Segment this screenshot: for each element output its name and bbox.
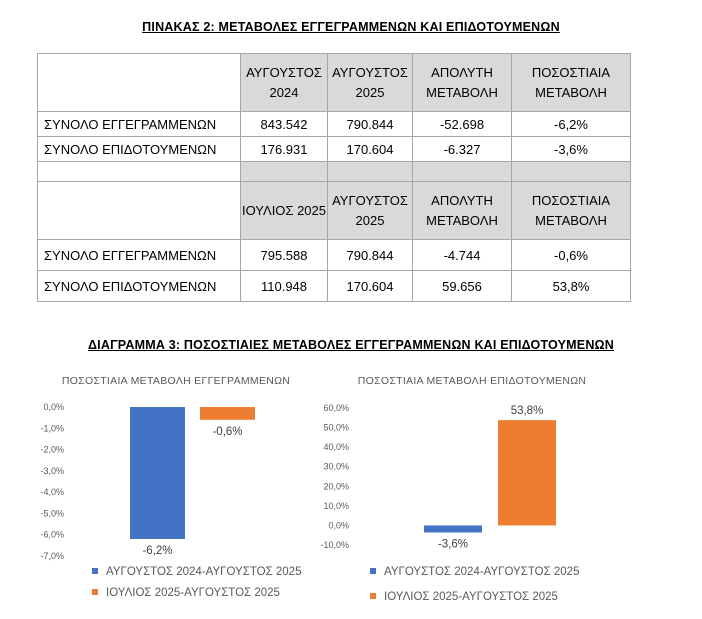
legend-label: ΑΥΓΟΥΣΤΟΣ 2024-ΑΥΓΟΥΣΤΟΣ 2025 — [106, 566, 301, 578]
table2-header-row: ΙΟΥΛΙΟΣ 2025 ΑΥΓΟΥΣΤΟΣ 2025 ΑΠΟΛΥΤΗ ΜΕΤΑ… — [37, 181, 631, 240]
y-tick-label: -6,0% — [40, 530, 64, 540]
separator-cell — [511, 161, 631, 182]
table-cell: 53,8% — [511, 270, 631, 302]
diagram-title: ΔΙΑΓΡΑΜΜΑ 3: ΠΟΣΟΣΤΙΑΙΕΣ ΜΕΤΑΒΟΛΕΣ ΕΓΓΕΓ… — [87, 338, 614, 352]
data-label: -6,2% — [142, 545, 172, 557]
y-tick-label: -3,0% — [40, 466, 64, 476]
data-label: -3,6% — [438, 538, 468, 550]
y-tick-label: 0,0% — [328, 520, 349, 530]
y-tick-label: 20,0% — [323, 481, 349, 491]
legend-marker — [92, 568, 98, 574]
table2-header-cell: ΠΟΣΟΣΤΙΑΙΑ ΜΕΤΑΒΟΛΗ — [511, 181, 631, 240]
table-cell: -6,2% — [511, 111, 631, 137]
y-tick-label: 0,0% — [43, 402, 64, 412]
separator-row — [37, 161, 631, 182]
table-cell: 59.656 — [412, 270, 512, 302]
table-row: ΣΥΝΟΛΟ ΕΠΙΔΟΤΟΥΜΕΝΩΝ 110.948 170.604 59.… — [37, 270, 631, 302]
table-row: ΣΥΝΟΛΟ ΕΓΓΕΓΡΑΜΜΕΝΩΝ 843.542 790.844 -52… — [37, 111, 631, 137]
y-tick-label: 50,0% — [323, 423, 349, 433]
table-cell: 110.948 — [240, 270, 328, 302]
data-label: -0,6% — [212, 426, 242, 438]
bar-orange — [498, 420, 556, 526]
chart-title: ΠΟΣΟΣΤΙΑΙΑ ΜΕΤΑΒΟΛΗ ΕΠΙΔΟΤΟΥΜΕΝΩΝ — [358, 375, 587, 387]
table-cell: 790.844 — [327, 111, 413, 137]
table2-header-blank — [37, 181, 241, 240]
separator-cell — [412, 161, 512, 182]
separator-cell — [327, 161, 413, 182]
y-tick-label: 30,0% — [323, 462, 349, 472]
y-tick-label: -5,0% — [40, 508, 64, 518]
data-label: 53,8% — [511, 405, 544, 417]
row-label: ΣΥΝΟΛΟ ΕΠΙΔΟΤΟΥΜΕΝΩΝ — [37, 270, 241, 302]
y-tick-label: -2,0% — [40, 445, 64, 455]
table-cell: 176.931 — [240, 136, 328, 162]
table-cell: -0,6% — [511, 239, 631, 271]
y-tick-label: 10,0% — [323, 501, 349, 511]
table-cell: 170.604 — [327, 136, 413, 162]
bar-orange — [200, 407, 255, 420]
y-tick-label: 60,0% — [323, 403, 349, 413]
table-cell: 790.844 — [327, 239, 413, 271]
table-row: ΣΥΝΟΛΟ ΕΠΙΔΟΤΟΥΜΕΝΩΝ 176.931 170.604 -6.… — [37, 136, 631, 162]
table-row: ΣΥΝΟΛΟ ΕΓΓΕΓΡΑΜΜΕΝΩΝ 795.588 790.844 -4.… — [37, 239, 631, 271]
table2-header-cell: ΑΠΟΛΥΤΗ ΜΕΤΑΒΟΛΗ — [412, 181, 512, 240]
table-cell: 843.542 — [240, 111, 328, 137]
table2-header-cell: ΑΥΓΟΥΣΤΟΣ 2025 — [327, 181, 413, 240]
bar-blue — [424, 525, 482, 533]
y-tick-label: 40,0% — [323, 442, 349, 452]
legend-marker — [92, 589, 98, 595]
bar-blue — [130, 407, 185, 539]
y-tick-label: -4,0% — [40, 487, 64, 497]
table2-header-cell: ΙΟΥΛΙΟΣ 2025 — [240, 181, 328, 240]
y-tick-label: -10,0% — [320, 540, 349, 550]
legend-label: ΑΥΓΟΥΣΤΟΣ 2024-ΑΥΓΟΥΣΤΟΣ 2025 — [384, 566, 579, 578]
stats-table: ΑΥΓΟΥΣΤΟΣ 2024 ΑΥΓΟΥΣΤΟΣ 2025 ΑΠΟΛΥΤΗ ΜΕ… — [37, 53, 631, 302]
row-label: ΣΥΝΟΛΟ ΕΓΓΕΓΡΑΜΜΕΝΩΝ — [37, 239, 241, 271]
legend-marker — [370, 593, 376, 599]
legend-label: ΙΟΥΛΙΟΣ 2025-ΑΥΓΟΥΣΤΟΣ 2025 — [106, 587, 280, 599]
legend-label: ΙΟΥΛΙΟΣ 2025-ΑΥΓΟΥΣΤΟΣ 2025 — [384, 591, 558, 603]
table-cell: 170.604 — [327, 270, 413, 302]
table1-header-cell: ΑΠΟΛΥΤΗ ΜΕΤΑΒΟΛΗ — [412, 53, 512, 112]
row-label: ΣΥΝΟΛΟ ΕΠΙΔΟΤΟΥΜΕΝΩΝ — [37, 136, 241, 162]
chart-title: ΠΟΣΟΣΤΙΑΙΑ ΜΕΤΑΒΟΛΗ ΕΓΓΕΓΡΑΜΜΕΝΩΝ — [62, 375, 290, 387]
y-tick-label: -1,0% — [40, 423, 64, 433]
table1-header-cell: ΑΥΓΟΥΣΤΟΣ 2025 — [327, 53, 413, 112]
table-title: ΠΙΝΑΚΑΣ 2: ΜΕΤΑΒΟΛΕΣ ΕΓΓΕΓΡΑΜΜΕΝΩΝ ΚΑΙ Ε… — [142, 20, 560, 34]
table1-header-row: ΑΥΓΟΥΣΤΟΣ 2024 ΑΥΓΟΥΣΤΟΣ 2025 ΑΠΟΛΥΤΗ ΜΕ… — [37, 53, 631, 112]
row-label: ΣΥΝΟΛΟ ΕΓΓΕΓΡΑΜΜΕΝΩΝ — [37, 111, 241, 137]
table-cell: -4.744 — [412, 239, 512, 271]
table-cell: 795.588 — [240, 239, 328, 271]
y-tick-label: -7,0% — [40, 551, 64, 561]
legend-marker — [370, 568, 376, 574]
